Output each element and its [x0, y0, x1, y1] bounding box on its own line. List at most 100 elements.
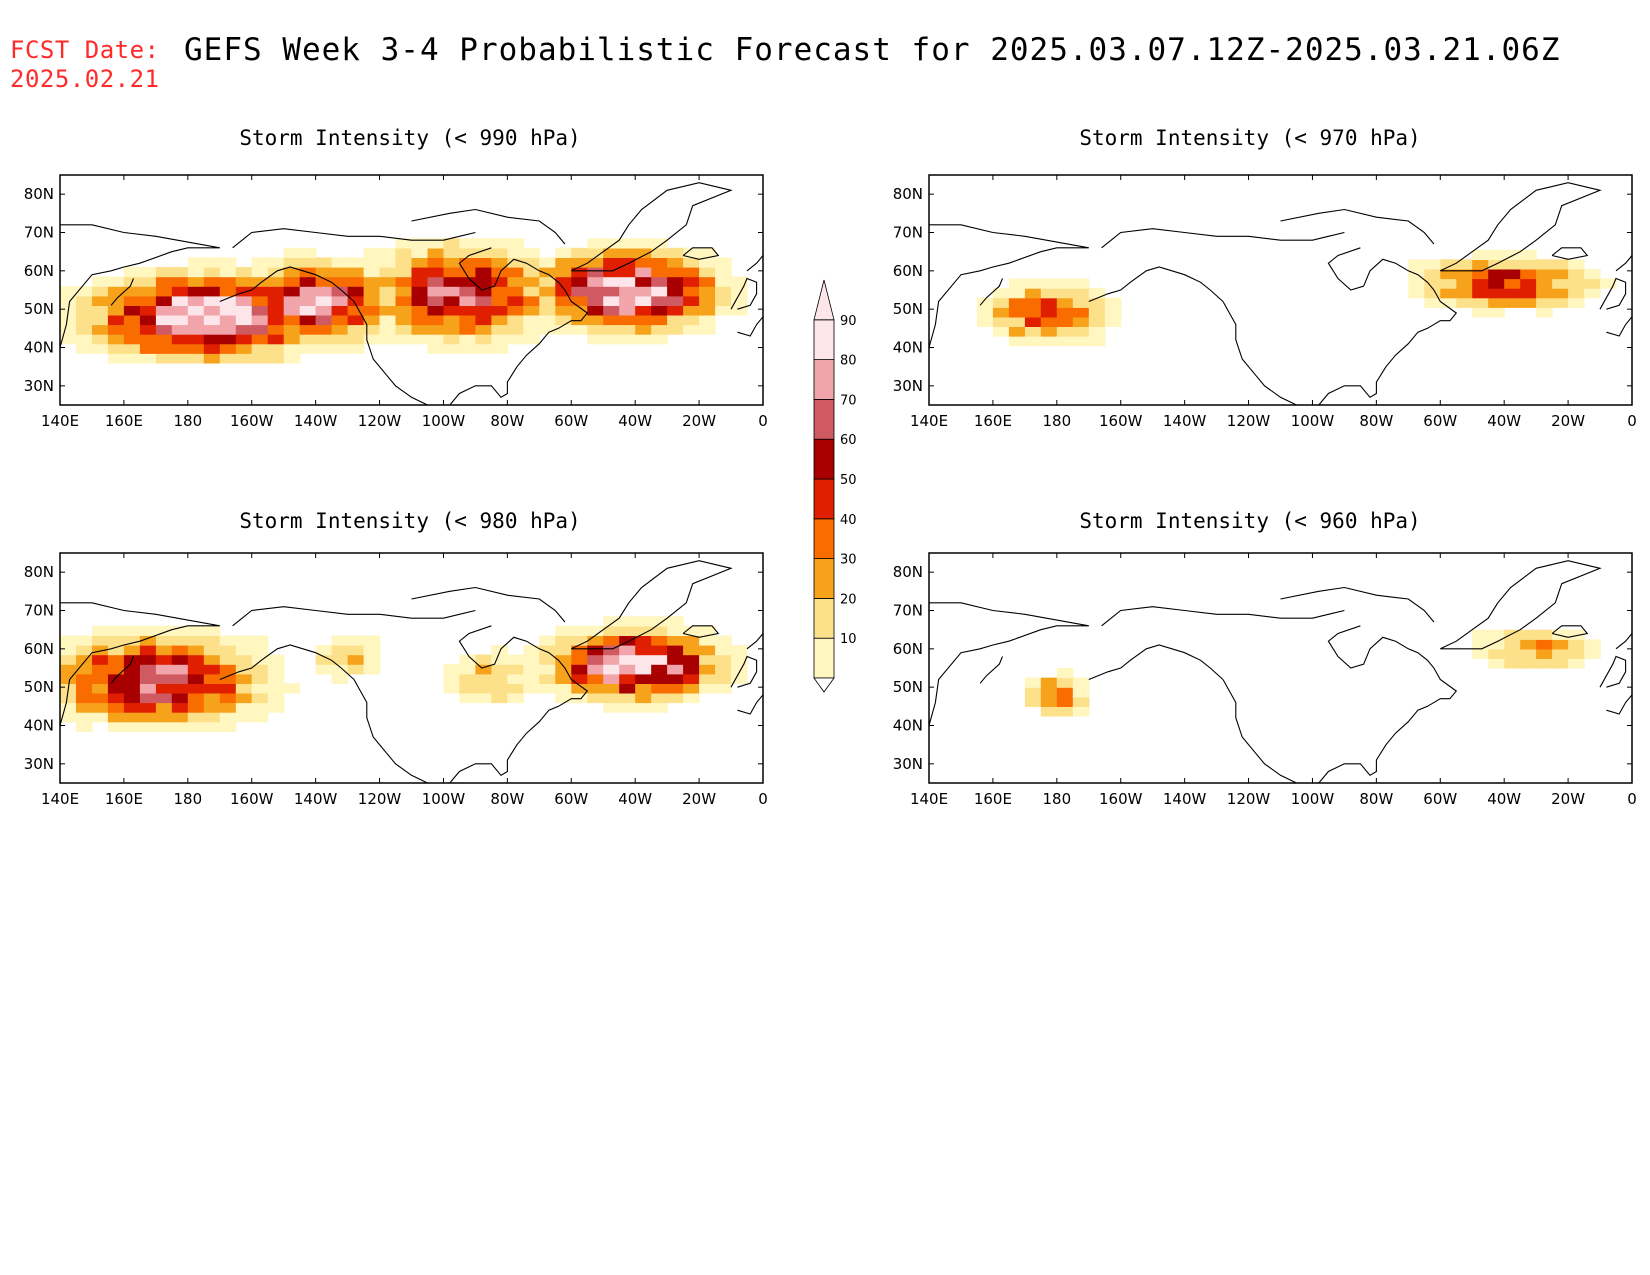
- prob-cell: [475, 286, 492, 297]
- prob-cell: [315, 314, 333, 326]
- prob-cell: [731, 295, 748, 306]
- prob-cell: [315, 654, 333, 665]
- prob-cell: [651, 673, 668, 684]
- prob-cell: [411, 267, 429, 278]
- prob-cell: [139, 324, 157, 335]
- prob-cell: [203, 295, 221, 306]
- coastline: [746, 255, 764, 272]
- prob-cell: [379, 267, 397, 278]
- prob-cell: [491, 295, 508, 306]
- prob-cell: [603, 702, 620, 713]
- prob-cell: [555, 295, 572, 306]
- lon-tick-label: 140E: [910, 790, 948, 808]
- prob-cell: [123, 305, 141, 316]
- prob-cell: [443, 343, 461, 354]
- panel-title-990: Storm Intensity (< 990 hPa): [239, 126, 581, 150]
- prob-cell: [443, 314, 461, 326]
- prob-cell: [491, 343, 508, 354]
- prob-cell: [475, 334, 492, 345]
- prob-cell: [1472, 288, 1489, 299]
- prob-cell: [171, 353, 189, 364]
- prob-cell: [171, 645, 189, 656]
- prob-cell: [635, 286, 652, 297]
- prob-cell: [651, 654, 668, 665]
- prob-cell: [619, 702, 636, 713]
- prob-cell: [60, 635, 77, 646]
- prob-cell: [571, 305, 588, 316]
- prob-cell: [635, 673, 652, 684]
- prob-cell: [107, 635, 125, 646]
- prob-cell: [155, 635, 173, 646]
- prob-cell: [475, 238, 492, 249]
- colorbar-label: 10: [840, 632, 857, 647]
- prob-cell: [1072, 316, 1090, 327]
- lon-tick-label: 0: [1627, 790, 1637, 808]
- prob-cell: [507, 276, 524, 287]
- prob-cell: [1040, 316, 1058, 327]
- prob-cell: [139, 673, 157, 684]
- prob-cell: [155, 683, 173, 694]
- colorbar-label: 80: [840, 354, 857, 369]
- prob-cell: [539, 257, 556, 268]
- prob-cell: [443, 286, 461, 297]
- prob-cell: [587, 257, 604, 268]
- lat-tick-label: 50N: [24, 300, 54, 318]
- prob-cell: [1072, 706, 1090, 717]
- prob-cell: [203, 645, 221, 656]
- prob-cell: [363, 645, 381, 656]
- prob-cell: [635, 664, 652, 675]
- prob-cell: [235, 267, 253, 278]
- prob-cell: [459, 664, 476, 675]
- prob-cell: [139, 645, 157, 656]
- colorbar-bottom-arrow: [813, 677, 835, 693]
- prob-cell: [60, 712, 77, 723]
- prob-cell: [667, 257, 684, 268]
- prob-cell: [92, 334, 109, 345]
- prob-cell: [76, 702, 93, 713]
- prob-cell: [267, 334, 285, 345]
- prob-cell: [603, 276, 620, 287]
- prob-cell: [635, 247, 652, 258]
- prob-cell: [203, 334, 221, 345]
- prob-cell: [1504, 629, 1521, 640]
- prob-cell: [123, 692, 141, 704]
- prob-cell: [123, 286, 141, 297]
- prob-cell: [507, 257, 524, 268]
- prob-cell: [1056, 288, 1074, 299]
- prob-cell: [203, 257, 221, 268]
- prob-cell: [60, 673, 77, 684]
- prob-cell: [459, 295, 476, 306]
- prob-cell: [1520, 259, 1537, 270]
- prob-cell: [60, 692, 77, 704]
- prob-cell: [571, 276, 588, 287]
- prob-cell: [699, 305, 716, 316]
- prob-cell: [651, 692, 668, 704]
- prob-cell: [60, 664, 77, 675]
- prob-cell: [1072, 677, 1090, 688]
- prob-cell: [411, 334, 429, 345]
- prob-cell: [76, 334, 93, 345]
- lat-tick-label: 40N: [893, 717, 923, 735]
- prob-cell: [203, 635, 221, 646]
- prob-cell: [92, 635, 109, 646]
- prob-cell: [699, 324, 716, 335]
- lon-tick-label: 160W: [1099, 412, 1143, 430]
- prob-cell: [603, 267, 620, 278]
- prob-cell: [1008, 297, 1026, 308]
- prob-cell: [619, 692, 636, 704]
- prob-cell: [123, 324, 141, 335]
- prob-cell: [395, 238, 413, 249]
- prob-cell: [331, 276, 349, 287]
- prob-cell: [187, 692, 205, 704]
- prob-cell: [251, 257, 269, 268]
- prob-cell: [219, 673, 237, 684]
- prob-cell: [171, 654, 189, 665]
- prob-cell: [427, 286, 445, 297]
- prob-cell: [667, 314, 684, 326]
- prob-cell: [395, 276, 413, 287]
- prob-cell: [587, 286, 604, 297]
- prob-cell: [683, 257, 700, 268]
- prob-cell: [203, 267, 221, 278]
- prob-cell: [331, 305, 349, 316]
- prob-cell: [171, 721, 189, 732]
